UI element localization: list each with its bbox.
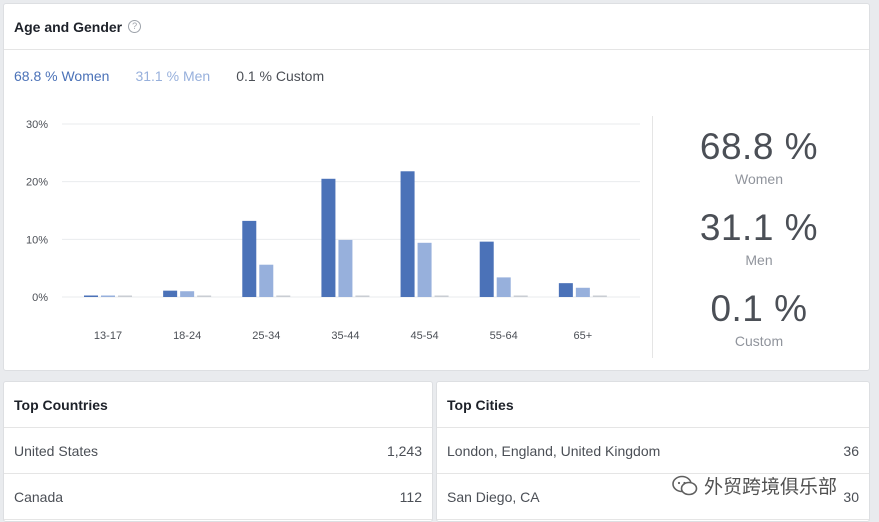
bar-custom-35-44[interactable] [355,295,370,298]
age-gender-header: Age and Gender ? [4,4,869,50]
bar-men-35-44[interactable] [338,239,353,297]
age-gender-bar-chart: 30% 20% 10% 0% 13-17 18-24 25-34 35-44 45-54 55-6… [26,119,640,342]
bar-custom-55-64[interactable] [513,295,528,298]
country-row[interactable]: Canada 112 [4,474,432,520]
x-tick-label: 25-34 [252,330,280,342]
bar-women-55-64[interactable] [479,241,494,297]
legend-women[interactable]: 68.8 % Women [14,68,110,84]
bar-women-13-17[interactable] [84,295,98,298]
bar-men-55-64[interactable] [496,277,511,297]
bar-custom-25-34[interactable] [276,295,291,298]
stat-custom: 0.1 % Custom [659,290,859,349]
top-cities-card: Top Cities London, England, United Kingd… [436,381,870,522]
bar-men-65+[interactable] [575,287,590,297]
bar-women-25-34[interactable] [242,220,257,297]
wechat-logo-icon [672,475,698,495]
bar-men-13-17[interactable] [101,295,115,298]
legend-men[interactable]: 31.1 % Men [135,68,211,84]
country-count: 112 [399,488,422,505]
watermark-text: 外贸跨境俱乐部 [704,476,838,498]
x-tick-label: 18-24 [173,330,201,342]
stat-women-label: Women [735,171,783,187]
top-countries-title: Top Countries [4,382,432,428]
bar-women-65+[interactable] [558,283,573,297]
country-name: Canada [14,488,64,505]
bar-women-45-54[interactable] [400,171,415,297]
stat-women-value: 68.8 % [699,126,819,167]
city-count: 30 [843,488,859,505]
bar-men-45-54[interactable] [417,242,432,297]
bar-custom-45-54[interactable] [434,295,449,298]
x-tick-label: 65+ [574,330,593,342]
gender-legend: 68.8 % Women 31.1 % Men 0.1 % Custom [14,68,350,84]
country-row[interactable]: United States 1,243 [4,428,432,474]
city-row[interactable]: San Diego, CA 30 [437,474,869,520]
y-tick-label: 0% [32,292,48,304]
stat-custom-value: 0.1 % [710,288,808,329]
x-tick-label: 55-64 [490,330,518,342]
city-name: San Diego, CA [447,488,540,505]
bar-custom-13-17[interactable] [118,295,132,298]
bar-men-25-34[interactable] [259,264,274,297]
stat-custom-label: Custom [734,333,784,349]
bar-custom-18-24[interactable] [197,295,212,298]
age-gender-card: Age and Gender ? 68.8 % Women 31.1 % Men… [3,3,870,371]
stat-men: 31.1 % Men [659,209,859,268]
stat-women: 68.8 % Women [659,128,859,187]
wechat-watermark: 外贸跨境俱乐部 [672,472,837,499]
x-tick-label: 13-17 [94,330,122,342]
top-cities-title: Top Cities [437,382,869,428]
city-name: London, England, United Kingdom [447,442,661,459]
x-tick-label: 45-54 [411,330,439,342]
country-name: United States [14,442,99,459]
stat-men-label: Men [745,252,773,268]
chart-divider [652,116,653,358]
help-icon[interactable]: ? [128,20,142,33]
bar-women-35-44[interactable] [321,178,336,297]
bar-women-18-24[interactable] [163,290,178,297]
country-count: 1,243 [386,442,422,459]
y-tick-label: 10% [26,234,48,246]
y-tick-label: 30% [26,119,48,131]
top-countries-card: Top Countries United States 1,243 Canada… [3,381,433,522]
x-tick-label: 35-44 [331,330,359,342]
legend-custom[interactable]: 0.1 % Custom [236,68,325,84]
y-tick-label: 20% [26,177,48,189]
city-row[interactable]: London, England, United Kingdom 36 [437,428,869,474]
bar-custom-65+[interactable] [592,295,607,298]
card-title: Age and Gender [14,18,123,35]
city-count: 36 [843,442,859,459]
bar-men-18-24[interactable] [180,291,195,297]
stat-men-value: 31.1 % [699,207,819,248]
